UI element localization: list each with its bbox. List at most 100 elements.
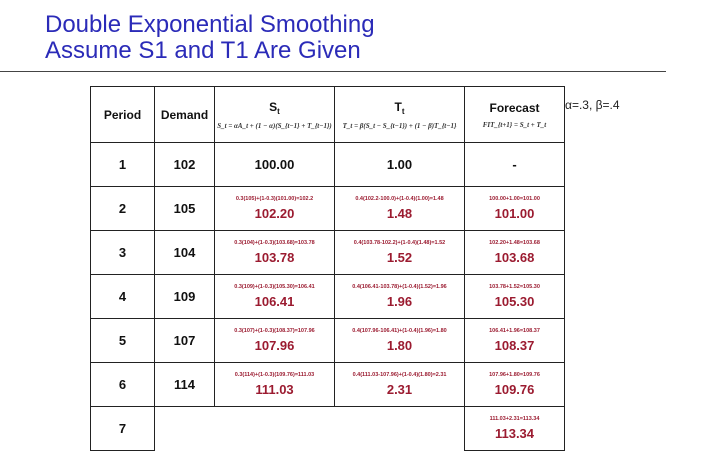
table-row: 4 109 0.3(109)+(1-0.3)(105.30)=106.41 106.4… xyxy=(90,274,565,319)
t-cell: 0.4(106.41-103.78)+(1-0.4)(1.52)=1.96 1.9… xyxy=(334,274,465,319)
s-cell: 100.00 xyxy=(214,142,335,187)
t-cell: 0.4(102.2-100.0)+(1-0.4)(1.00)=1.48 1.48 xyxy=(334,186,465,231)
demand-cell-value: 102 xyxy=(173,156,196,172)
forecast-cell-calculation: 107.96+1.80=109.76 xyxy=(489,371,540,378)
t-header: Tt T_t = β(S_t − S_{t−1}) + (1 − β)T_{t−… xyxy=(334,86,465,143)
title-divider xyxy=(0,71,666,72)
forecast-cell: 100.00+1.00=101.00 101.00 xyxy=(464,186,565,231)
forecast-cell: 107.96+1.80=109.76 109.76 xyxy=(464,362,565,407)
period-cell-value: 6 xyxy=(118,376,127,392)
demand-cell-value: 107 xyxy=(173,332,196,348)
parameters-note: α=.3, β=.4 xyxy=(565,98,620,112)
s-cell-calculation: 0.3(114)+(1-0.3)(109.76)=111.03 xyxy=(234,371,315,378)
table-row: 3 104 0.3(104)+(1-0.3)(103.68)=103.78 103.7… xyxy=(90,230,565,275)
t-cell-value: 2.31 xyxy=(386,381,413,397)
slide-title: Double Exponential Smoothing Assume S1 a… xyxy=(45,12,375,64)
period-cell: 3 xyxy=(90,230,155,275)
demand-cell: 102 xyxy=(154,142,215,187)
s-cell-calculation: 0.3(105)+(1-0.3)(101.00)=102.2 xyxy=(235,195,314,202)
period-cell: 2 xyxy=(90,186,155,231)
forecast-cell-value: 105.30 xyxy=(494,293,535,309)
forecast-cell-value: - xyxy=(512,156,517,172)
s-cell-value: 102.20 xyxy=(254,205,295,221)
demand-header: Demand xyxy=(154,86,215,143)
s-cell-value: 103.78 xyxy=(254,249,295,265)
t-cell-calculation: 0.4(103.78-102.2)+(1-0.4)(1.48)=1.52 xyxy=(353,239,446,246)
t-formula: T_t = β(S_t − S_{t−1}) + (1 − β)T_{t−1} xyxy=(342,121,457,130)
table-row: 6 114 0.3(114)+(1-0.3)(109.76)=111.03 111.0… xyxy=(90,362,565,407)
t-cell-value: 1.96 xyxy=(386,293,413,309)
s-cell-calculation: 0.3(107)+(1-0.3)(108.37)=107.96 xyxy=(234,327,315,334)
table-row: 2 105 0.3(105)+(1-0.3)(101.00)=102.2 102.20… xyxy=(90,186,565,231)
forecast-cell-calculation: 102.20+1.48=103.68 xyxy=(489,239,540,246)
forecast-cell-value: 103.68 xyxy=(494,249,535,265)
demand-cell: 109 xyxy=(154,274,215,319)
demand-cell-value: 105 xyxy=(173,200,196,216)
forecast-formula: FIT_{t+1} = S_t + T_t xyxy=(482,120,547,129)
t-cell-calculation: 0.4(106.41-103.78)+(1-0.4)(1.52)=1.96 xyxy=(352,283,447,290)
t-cell-calculation: 0.4(107.96-106.41)+(1-0.4)(1.96)=1.80 xyxy=(352,327,447,334)
empty-cells xyxy=(155,407,465,451)
t-cell: 1.00 xyxy=(334,142,465,187)
table-row: 5 107 0.3(107)+(1-0.3)(108.37)=107.96 107.9… xyxy=(90,318,565,363)
forecast-cell-calculation: 100.00+1.00=101.00 xyxy=(489,195,540,202)
demand-cell: 104 xyxy=(154,230,215,275)
title-line-2: Assume S1 and T1 Are Given xyxy=(45,37,361,64)
period-cell-value: 7 xyxy=(118,420,127,436)
forecast-cell-value: 109.76 xyxy=(494,381,535,397)
demand-cell-value: 109 xyxy=(173,288,196,304)
forecast-cell: 103.78+1.52=105.30 105.30 xyxy=(464,274,565,319)
forecast-cell-calculation: 111.03+2.31=113.34 xyxy=(489,415,540,422)
s-cell-value: 111.03 xyxy=(255,381,294,397)
demand-cell-value: 104 xyxy=(173,244,196,260)
forecast-header: Forecast FIT_{t+1} = S_t + T_t xyxy=(464,86,565,143)
s-cell: 0.3(109)+(1-0.3)(105.30)=106.41 106.41 xyxy=(214,274,335,319)
demand-cell: 105 xyxy=(154,186,215,231)
t-cell: 0.4(103.78-102.2)+(1-0.4)(1.48)=1.52 1.52 xyxy=(334,230,465,275)
t-cell: 0.4(111.03-107.96)+(1-0.4)(1.80)=2.31 2.3… xyxy=(334,362,465,407)
forecast-cell: 102.20+1.48=103.68 103.68 xyxy=(464,230,565,275)
table-row: 1 102 100.00 1.00 - xyxy=(90,142,565,187)
s-cell-calculation: 0.3(109)+(1-0.3)(105.30)=106.41 xyxy=(234,283,315,290)
t-cell-value: 1.80 xyxy=(386,337,413,353)
s-cell-calculation: 0.3(104)+(1-0.3)(103.68)=103.78 xyxy=(234,239,315,246)
period-cell: 5 xyxy=(90,318,155,363)
demand-cell-value: 114 xyxy=(174,376,195,392)
demand-cell: 107 xyxy=(154,318,215,363)
period-cell: 7 xyxy=(90,406,155,451)
s-header: St S_t = αA_t + (1 − α)(S_{t−1} + T_{t−1… xyxy=(214,86,335,143)
table-row: 7 111.03+2.31=113.34 113.34 xyxy=(90,406,565,451)
s-cell-value: 106.41 xyxy=(254,293,295,309)
forecast-cell-value: 101.00 xyxy=(494,205,535,221)
period-cell: 1 xyxy=(90,142,155,187)
forecast-cell: 106.41+1.96=108.37 108.37 xyxy=(464,318,565,363)
forecast-cell: - xyxy=(464,142,565,187)
s-cell-value: 100.00 xyxy=(254,156,295,172)
header-row: Period Demand St S_t = αA_t + (1 − α)(S_… xyxy=(90,86,565,143)
s-formula: S_t = αA_t + (1 − α)(S_{t−1} + T_{t−1}) xyxy=(217,121,332,130)
period-cell: 6 xyxy=(90,362,155,407)
t-cell-calculation: 0.4(111.03-107.96)+(1-0.4)(1.80)=2.31 xyxy=(352,371,447,378)
period-header: Period xyxy=(90,86,155,143)
forecast-cell-calculation: 103.78+1.52=105.30 xyxy=(489,283,540,290)
s-cell-value: 107.96 xyxy=(254,337,295,353)
forecast-cell-value: 113.34 xyxy=(494,425,535,441)
s-cell: 0.3(104)+(1-0.3)(103.68)=103.78 103.78 xyxy=(214,230,335,275)
forecast-cell-value: 108.37 xyxy=(494,337,535,353)
forecast-cell: 111.03+2.31=113.34 113.34 xyxy=(464,406,565,451)
period-cell-value: 4 xyxy=(118,288,127,304)
t-cell-value: 1.48 xyxy=(386,205,413,221)
period-cell-value: 2 xyxy=(118,200,127,216)
t-cell-calculation: 0.4(102.2-100.0)+(1-0.4)(1.00)=1.48 xyxy=(355,195,444,202)
forecast-cell-calculation: 106.41+1.96=108.37 xyxy=(489,327,540,334)
smoothing-table: Period Demand St S_t = αA_t + (1 − α)(S_… xyxy=(90,86,565,451)
s-cell: 0.3(107)+(1-0.3)(108.37)=107.96 107.96 xyxy=(214,318,335,363)
period-cell-value: 5 xyxy=(118,332,127,348)
title-line-1: Double Exponential Smoothing xyxy=(45,11,375,38)
t-cell: 0.4(107.96-106.41)+(1-0.4)(1.96)=1.80 1.8… xyxy=(334,318,465,363)
t-cell-value: 1.00 xyxy=(386,156,413,172)
s-cell: 0.3(105)+(1-0.3)(101.00)=102.2 102.20 xyxy=(214,186,335,231)
s-cell: 0.3(114)+(1-0.3)(109.76)=111.03 111.03 xyxy=(214,362,335,407)
demand-cell: 114 xyxy=(154,362,215,407)
period-cell-value: 1 xyxy=(118,156,127,172)
